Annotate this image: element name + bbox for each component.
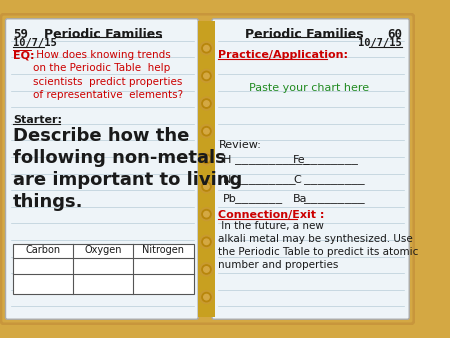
Text: N: N (223, 174, 231, 185)
Text: _________: _________ (304, 174, 365, 185)
Circle shape (204, 46, 209, 51)
Circle shape (204, 267, 209, 272)
Text: How does knowing trends
on the Periodic Table  help
scientists  predict properti: How does knowing trends on the Periodic … (33, 50, 183, 100)
Text: H: H (223, 155, 231, 165)
Text: _________: _________ (304, 194, 365, 204)
Circle shape (200, 69, 213, 82)
Circle shape (200, 125, 213, 138)
Circle shape (204, 294, 209, 300)
FancyBboxPatch shape (5, 19, 198, 319)
FancyBboxPatch shape (1, 14, 414, 324)
FancyBboxPatch shape (212, 19, 409, 319)
Text: In the future, a new
alkali metal may be synthesized. Use
the Periodic Table to : In the future, a new alkali metal may be… (218, 221, 419, 270)
Circle shape (200, 235, 213, 248)
Circle shape (202, 265, 211, 274)
Text: _______: _______ (235, 194, 282, 204)
Circle shape (204, 239, 209, 245)
Text: 60: 60 (387, 28, 402, 41)
Text: Pb: Pb (223, 194, 237, 204)
Circle shape (200, 263, 213, 276)
Bar (198, 21, 215, 317)
Text: EQ:: EQ: (13, 50, 34, 60)
Text: Starter:: Starter: (13, 115, 62, 125)
Text: _________: _________ (235, 174, 296, 185)
Text: 10/7/15: 10/7/15 (358, 38, 402, 48)
Text: 10/7/15: 10/7/15 (13, 38, 57, 48)
Circle shape (202, 44, 211, 53)
Circle shape (200, 152, 213, 165)
Circle shape (200, 42, 213, 55)
Text: Fe: Fe (293, 155, 306, 165)
Circle shape (200, 291, 213, 304)
Circle shape (202, 237, 211, 246)
Text: 59: 59 (13, 28, 28, 41)
Circle shape (204, 211, 209, 217)
Text: Practice/Application:: Practice/Application: (218, 50, 348, 60)
Circle shape (202, 99, 211, 108)
Circle shape (200, 208, 213, 221)
Circle shape (200, 97, 213, 110)
Text: Nitrogen: Nitrogen (143, 245, 184, 255)
Circle shape (200, 180, 213, 193)
Circle shape (204, 156, 209, 162)
Text: C: C (293, 174, 301, 185)
Circle shape (204, 128, 209, 134)
Circle shape (204, 184, 209, 189)
Text: Paste your chart here: Paste your chart here (249, 83, 369, 93)
Circle shape (202, 71, 211, 80)
Bar (13, 244, 194, 294)
Circle shape (204, 73, 209, 79)
Text: Periodic Families: Periodic Families (44, 28, 162, 41)
Circle shape (202, 292, 211, 302)
Circle shape (202, 154, 211, 164)
Text: ________: ________ (304, 155, 358, 165)
Text: Carbon: Carbon (26, 245, 61, 255)
Text: Connection/Exit :: Connection/Exit : (218, 210, 325, 220)
Circle shape (202, 127, 211, 136)
Circle shape (202, 210, 211, 219)
Text: ___________: ___________ (235, 155, 309, 165)
Text: Describe how the
following non-metals
are important to living
things.: Describe how the following non-metals ar… (13, 127, 242, 211)
Circle shape (202, 182, 211, 191)
Circle shape (204, 101, 209, 106)
Text: Oxygen: Oxygen (85, 245, 122, 255)
Text: Review:: Review: (218, 140, 261, 150)
Text: Periodic Families: Periodic Families (245, 28, 364, 41)
Text: Ba: Ba (293, 194, 308, 204)
